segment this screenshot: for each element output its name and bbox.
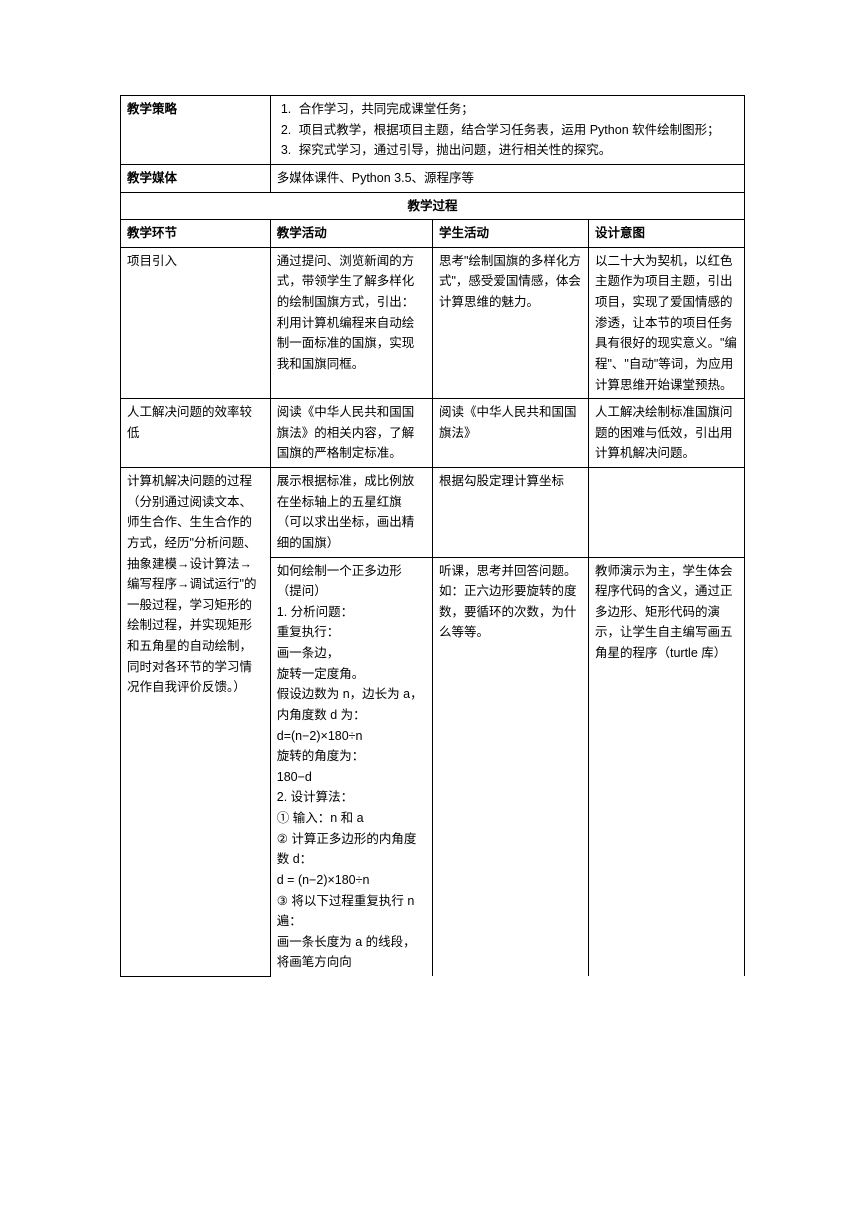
intro-col1: 项目引入 xyxy=(121,247,271,398)
table-row-section-header: 教学过程 xyxy=(121,192,745,220)
computing2-col2: 如何绘制一个正多边形（提问）1. 分析问题：重复执行：画一条边，旋转一定度角。假… xyxy=(270,557,432,976)
intro-col3: 思考"绘制国旗的多样化方式"，感受爱国情感，体会计算思维的魅力。 xyxy=(432,247,588,398)
intro-col2: 通过提问、浏览新闻的方式，带领学生了解多样化的绘制国旗方式，引出：利用计算机编程… xyxy=(270,247,432,398)
computing1-col2: 展示根据标准，成比例放在坐标轴上的五星红旗（可以求出坐标，画出精细的国旗） xyxy=(270,468,432,558)
manual-col2: 阅读《中华人民共和国国旗法》的相关内容，了解国旗的严格制定标准。 xyxy=(270,399,432,468)
lesson-plan-table: 教学策略 合作学习，共同完成课堂任务；项目式教学，根据项目主题，结合学习任务表，… xyxy=(120,95,745,977)
manual-col3: 阅读《中华人民共和国国旗法》 xyxy=(432,399,588,468)
document-page: 教学策略 合作学习，共同完成课堂任务；项目式教学，根据项目主题，结合学习任务表，… xyxy=(0,0,860,1216)
strategy-content: 合作学习，共同完成课堂任务；项目式教学，根据项目主题，结合学习任务表，运用 Py… xyxy=(270,96,744,165)
table-row-media: 教学媒体 多媒体课件、Python 3.5、源程序等 xyxy=(121,164,745,192)
media-content: 多媒体课件、Python 3.5、源程序等 xyxy=(270,164,744,192)
table-row-computing-1: 计算机解决问题的过程（分别通过阅读文本、师生合作、生生合作的方式，经历"分析问题… xyxy=(121,468,745,558)
header-col2: 教学活动 xyxy=(270,220,432,248)
table-row-strategy: 教学策略 合作学习，共同完成课堂任务；项目式教学，根据项目主题，结合学习任务表，… xyxy=(121,96,745,165)
header-col3: 学生活动 xyxy=(432,220,588,248)
section-header: 教学过程 xyxy=(121,192,745,220)
header-col1: 教学环节 xyxy=(121,220,271,248)
intro-col4: 以二十大为契机，以红色主题作为项目主题，引出项目，实现了爱国情感的渗透，让本节的… xyxy=(588,247,744,398)
computing2-col3: 听课，思考并回答问题。如：正六边形要旋转的度数，要循环的次数，为什么等等。 xyxy=(432,557,588,976)
computing1-col4 xyxy=(588,468,744,558)
computing1-col3: 根据勾股定理计算坐标 xyxy=(432,468,588,558)
media-label: 教学媒体 xyxy=(121,164,271,192)
table-row-manual: 人工解决问题的效率较低 阅读《中华人民共和国国旗法》的相关内容，了解国旗的严格制… xyxy=(121,399,745,468)
manual-col4: 人工解决绘制标准国旗问题的困难与低效，引出用计算机解决问题。 xyxy=(588,399,744,468)
table-row-intro: 项目引入 通过提问、浏览新闻的方式，带领学生了解多样化的绘制国旗方式，引出：利用… xyxy=(121,247,745,398)
table-row-column-headers: 教学环节 教学活动 学生活动 设计意图 xyxy=(121,220,745,248)
header-col4: 设计意图 xyxy=(588,220,744,248)
manual-col1: 人工解决问题的效率较低 xyxy=(121,399,271,468)
computing-col1: 计算机解决问题的过程（分别通过阅读文本、师生合作、生生合作的方式，经历"分析问题… xyxy=(121,468,271,977)
strategy-label: 教学策略 xyxy=(121,96,271,165)
computing2-col4: 教师演示为主，学生体会程序代码的含义，通过正多边形、矩形代码的演示，让学生自主编… xyxy=(588,557,744,976)
